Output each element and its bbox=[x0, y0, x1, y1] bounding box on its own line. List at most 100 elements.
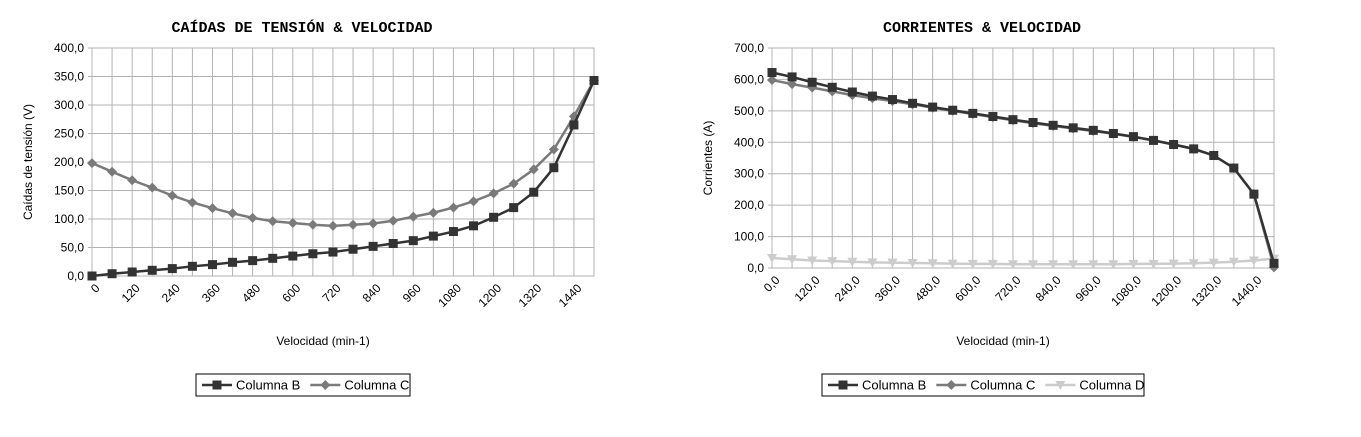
data-point bbox=[548, 144, 559, 155]
data-point bbox=[767, 75, 777, 86]
x-tick-label: 600,0 bbox=[952, 273, 983, 304]
data-point bbox=[228, 257, 238, 267]
data-point bbox=[787, 255, 798, 265]
data-point bbox=[368, 218, 379, 229]
data-point bbox=[1128, 132, 1138, 142]
x-tick-label: 240,0 bbox=[832, 273, 863, 304]
data-point bbox=[827, 82, 837, 92]
data-point bbox=[968, 108, 978, 118]
data-point bbox=[787, 72, 797, 82]
data-point bbox=[887, 95, 897, 105]
legend: Columna B Columna C Columna D bbox=[821, 373, 1145, 397]
x-tick-label: 1440,0 bbox=[1229, 273, 1265, 309]
x-axis-label: Velocidad (min-1) bbox=[276, 334, 369, 348]
x-tick-label: 360 bbox=[199, 281, 223, 305]
data-point bbox=[469, 221, 479, 231]
data-point bbox=[987, 259, 998, 269]
data-point bbox=[248, 256, 258, 266]
legend-entry: Columna D bbox=[1045, 378, 1144, 393]
series-line bbox=[91, 79, 596, 278]
legend-box bbox=[821, 373, 1145, 397]
data-point bbox=[267, 216, 278, 227]
data-point bbox=[787, 79, 798, 90]
data-point bbox=[1209, 150, 1219, 160]
data-point bbox=[1028, 260, 1039, 270]
data-point bbox=[87, 271, 97, 281]
data-point bbox=[247, 212, 258, 223]
data-point bbox=[1068, 260, 1079, 270]
data-point bbox=[509, 203, 519, 213]
y-tick-label: 200,0 bbox=[734, 198, 764, 212]
x-tick-label: 480 bbox=[239, 281, 263, 305]
legend-entry: Columna C bbox=[310, 378, 409, 393]
plot-area-border bbox=[771, 47, 1275, 269]
data-point bbox=[468, 196, 479, 207]
data-point bbox=[488, 188, 499, 199]
x-tick-label: 0 bbox=[88, 281, 103, 296]
data-point bbox=[308, 249, 318, 259]
x-tick-label: 480,0 bbox=[912, 273, 943, 304]
data-point bbox=[1007, 260, 1018, 270]
x-tick-label: 1440 bbox=[556, 281, 585, 310]
legend-label: Columna C bbox=[970, 378, 1035, 393]
legend-entry: Columna C bbox=[936, 378, 1035, 393]
data-point bbox=[1189, 144, 1199, 154]
data-point bbox=[408, 236, 418, 246]
series-columna-d bbox=[767, 253, 1279, 270]
data-point bbox=[1228, 257, 1239, 267]
data-point bbox=[348, 219, 359, 230]
legend-marker bbox=[1055, 381, 1066, 390]
data-point bbox=[508, 178, 519, 189]
data-point bbox=[428, 207, 439, 218]
data-point bbox=[1108, 260, 1119, 270]
data-point bbox=[489, 212, 499, 222]
data-point bbox=[87, 158, 97, 169]
data-point bbox=[887, 258, 898, 268]
y-tick-label: 0,0 bbox=[67, 269, 84, 283]
data-point bbox=[107, 269, 117, 279]
y-tick-label: 250,0 bbox=[54, 127, 84, 141]
data-point bbox=[1248, 256, 1259, 266]
x-tick-label: 720 bbox=[320, 281, 344, 305]
data-point bbox=[1048, 260, 1059, 270]
y-tick-label: 600,0 bbox=[734, 72, 764, 86]
data-point bbox=[1269, 258, 1279, 268]
data-point bbox=[127, 175, 138, 186]
data-point bbox=[1149, 135, 1159, 145]
y-tick-label: 500,0 bbox=[734, 104, 764, 118]
data-point bbox=[327, 220, 338, 231]
x-tick-label: 1080,0 bbox=[1108, 273, 1144, 309]
y-tick-label: 200,0 bbox=[54, 155, 84, 169]
data-point bbox=[529, 187, 539, 197]
data-point bbox=[907, 258, 918, 268]
chart-1: CAÍDAS DE TENSIÓN & VELOCIDAD 0,0 50,0 100,… bbox=[21, 19, 599, 397]
x-tick-label: 120,0 bbox=[792, 273, 823, 304]
data-point bbox=[368, 241, 378, 251]
data-point bbox=[187, 261, 197, 271]
data-point bbox=[948, 105, 958, 115]
data-point bbox=[187, 197, 198, 208]
legend-marker bbox=[320, 380, 331, 390]
data-point bbox=[1088, 125, 1098, 135]
x-tick-label: 120 bbox=[119, 281, 143, 305]
data-point bbox=[767, 68, 777, 78]
series-columna-b bbox=[767, 68, 1279, 268]
x-tick-label: 840,0 bbox=[1033, 273, 1064, 304]
data-point bbox=[207, 260, 217, 270]
series-columna-b bbox=[87, 75, 599, 281]
data-point bbox=[1108, 128, 1118, 138]
data-point bbox=[867, 91, 877, 101]
data-point bbox=[428, 231, 438, 241]
x-axis-label: Velocidad (min-1) bbox=[956, 334, 1049, 348]
data-point bbox=[847, 87, 857, 97]
data-point bbox=[1128, 259, 1139, 269]
data-point bbox=[927, 259, 938, 269]
data-point bbox=[867, 258, 878, 268]
data-point bbox=[1168, 259, 1179, 269]
legend-label: Columna C bbox=[344, 378, 409, 393]
x-tick-label: 960 bbox=[400, 281, 424, 305]
y-axis-label: Corrientes (A) bbox=[701, 121, 715, 196]
x-tick-label: 1200,0 bbox=[1148, 273, 1184, 309]
data-point bbox=[127, 267, 137, 277]
data-point bbox=[549, 163, 559, 173]
